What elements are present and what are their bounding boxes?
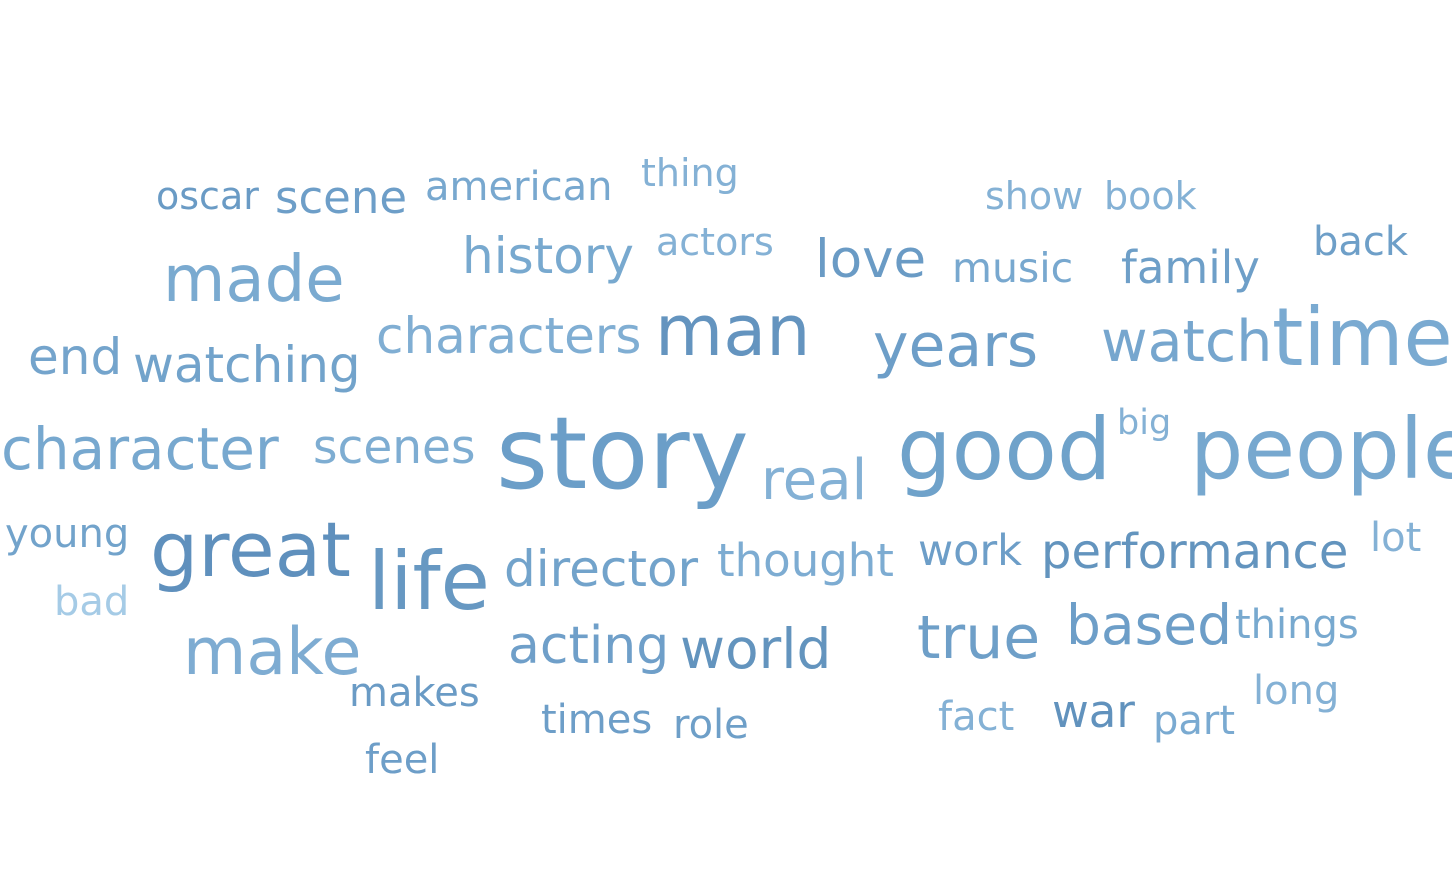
word-book: book [1104, 174, 1197, 218]
word-true: true [917, 603, 1041, 673]
word-watch: watch [1101, 309, 1273, 375]
word-big: big [1117, 403, 1172, 443]
word-scenes: scenes [313, 420, 476, 475]
word-based: based [1066, 593, 1233, 657]
word-make: make [183, 615, 362, 690]
word-real: real [761, 448, 868, 513]
word-years: years [873, 311, 1039, 381]
word-long: long [1253, 668, 1340, 714]
word-people: people [1190, 400, 1452, 498]
word-man: man [655, 290, 811, 372]
word-makes: makes [349, 670, 480, 716]
word-performance: performance [1041, 524, 1349, 580]
word-great: great [150, 505, 351, 594]
word-music: music [952, 244, 1074, 292]
word-show: show [985, 174, 1084, 218]
word-oscar: oscar [156, 174, 259, 218]
word-history: history [462, 227, 634, 285]
word-actors: actors [656, 220, 774, 264]
word-work: work [918, 526, 1023, 576]
word-part: part [1153, 698, 1236, 744]
word-end: end [28, 328, 123, 386]
word-love: love [815, 229, 927, 290]
word-thing: thing [641, 151, 739, 195]
word-time: time [1272, 291, 1452, 384]
word-role: role [673, 702, 749, 748]
word-thought: thought [717, 534, 894, 587]
word-back: back [1313, 219, 1409, 265]
word-acting: acting [508, 616, 670, 676]
word-bad: bad [54, 579, 130, 625]
word-lot: lot [1370, 515, 1422, 561]
word-made: made [163, 243, 345, 317]
word-director: director [504, 540, 699, 598]
word-good: good [897, 400, 1112, 500]
word-character: character [1, 415, 279, 483]
word-watching: watching [133, 336, 361, 394]
word-family: family [1121, 241, 1260, 294]
word-story: story [496, 395, 749, 512]
word-feel: feel [365, 737, 440, 783]
word-war: war [1052, 685, 1135, 738]
word-fact: fact [938, 694, 1015, 740]
word-american: american [425, 164, 613, 210]
word-scene: scene [275, 171, 408, 224]
word-things: things [1235, 602, 1359, 648]
word-world: world [680, 617, 832, 681]
word-life: life [368, 535, 490, 628]
word-times: times [541, 697, 653, 743]
word-young: young [5, 511, 130, 557]
word-characters: characters [376, 307, 642, 365]
